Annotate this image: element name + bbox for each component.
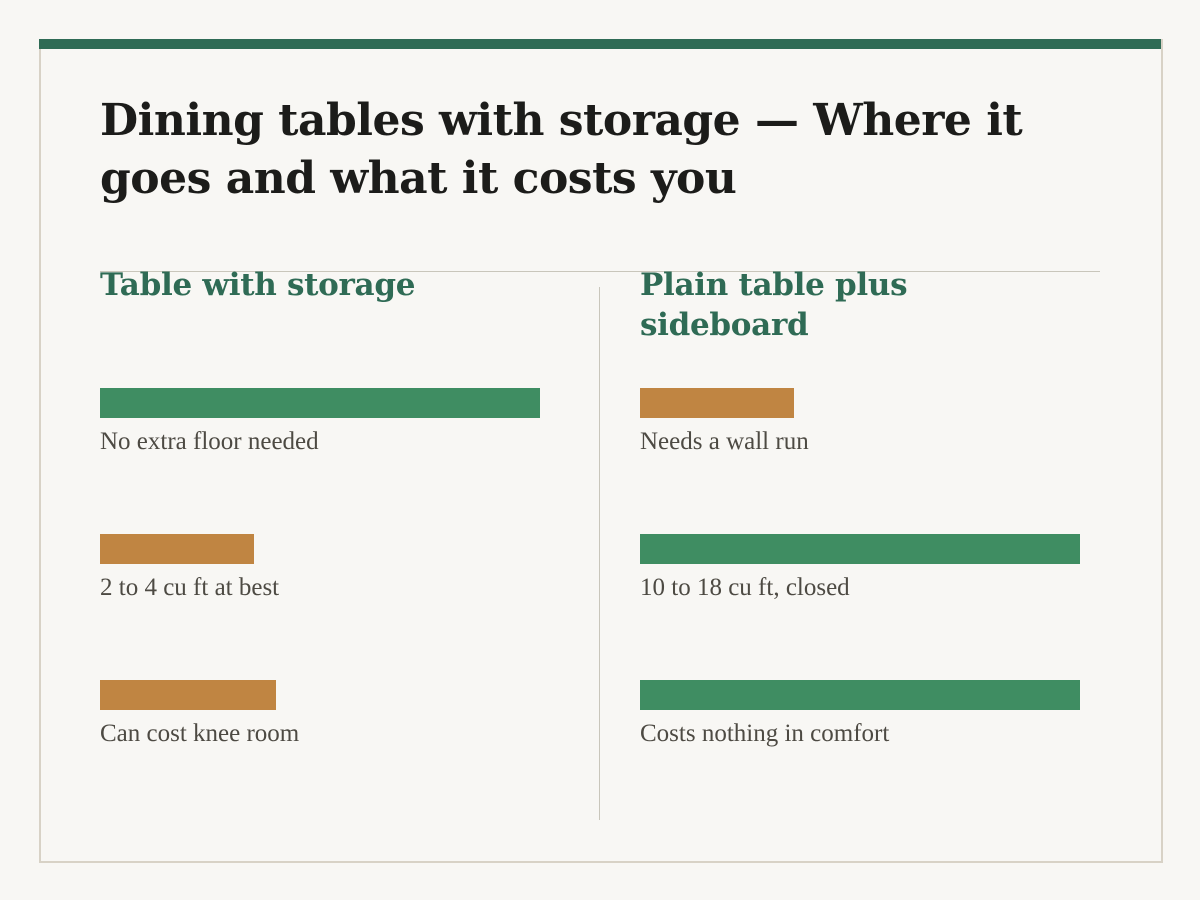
heading-rule xyxy=(100,271,1100,272)
bar-label: Can cost knee room xyxy=(100,720,300,747)
bar-good xyxy=(640,534,1080,564)
bar-label: Needs a wall run xyxy=(640,428,809,455)
column-heading: Table with storage xyxy=(100,267,416,303)
page-title: Dining tables with storage — Where it go… xyxy=(100,95,1023,204)
bar-good xyxy=(100,388,540,418)
column-heading: Plain table plus sideboard xyxy=(640,267,908,343)
bar-label: 10 to 18 cu ft, closed xyxy=(640,574,850,601)
bar-weak xyxy=(100,680,276,710)
bar-label: 2 to 4 cu ft at best xyxy=(100,574,280,601)
accent-top-bar xyxy=(39,39,1161,49)
card-frame xyxy=(39,39,1163,863)
bar-weak xyxy=(640,388,794,418)
bar-label: No extra floor needed xyxy=(100,428,319,455)
bar-label: Costs nothing in comfort xyxy=(640,720,890,747)
bar-weak xyxy=(100,534,254,564)
column-divider xyxy=(599,287,600,820)
bar-good xyxy=(640,680,1080,710)
